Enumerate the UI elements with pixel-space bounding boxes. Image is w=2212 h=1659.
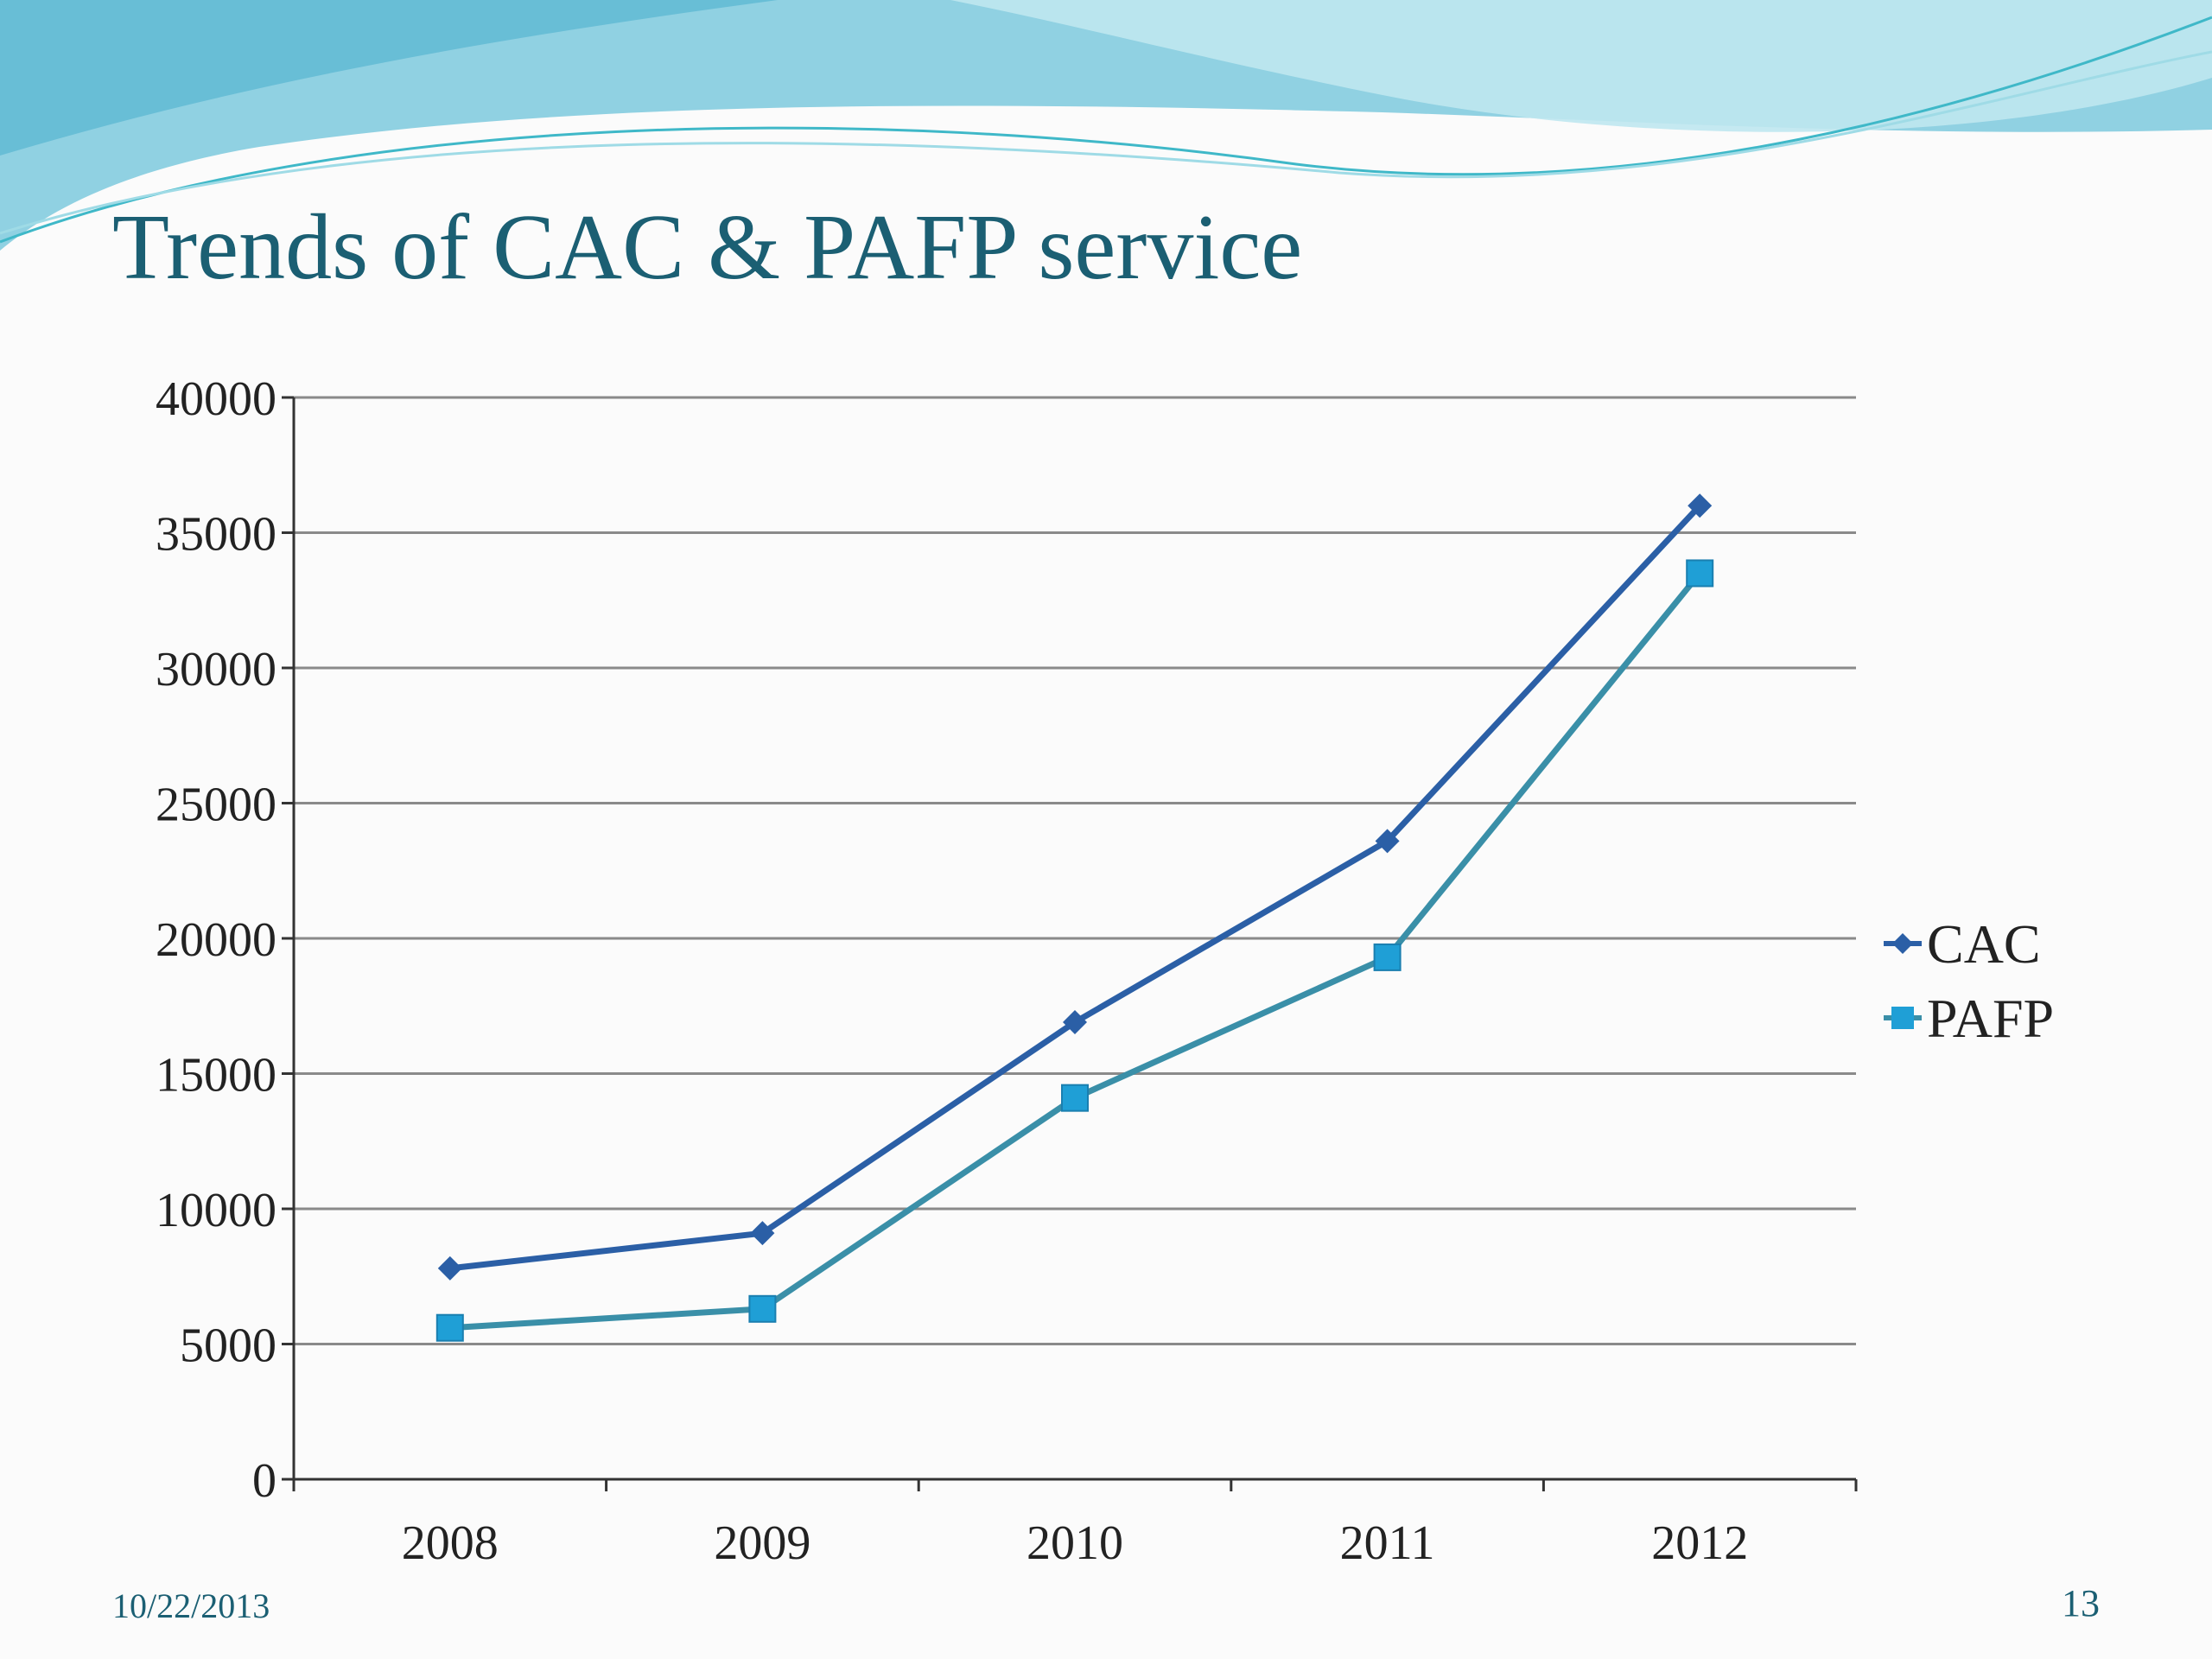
y-tick-label: 15000 <box>156 1049 276 1103</box>
x-tick-label: 2008 <box>402 1516 499 1570</box>
x-tick-label: 2011 <box>1340 1516 1435 1570</box>
footer-date: 10/22/2013 <box>112 1586 270 1625</box>
chart-grid <box>294 396 1856 1345</box>
legend-label: CAC <box>1927 913 2041 975</box>
legend-marker <box>1891 1007 1914 1029</box>
slide-title: Trends of CAC & PAFP service <box>112 196 1303 299</box>
page-number: 13 <box>2062 1582 2100 1624</box>
y-tick-label: 0 <box>252 1454 276 1508</box>
x-tick-label: 2009 <box>714 1516 810 1570</box>
legend-marker <box>1892 933 1913 954</box>
data-point <box>1063 1010 1087 1035</box>
legend-item-cac: CAC <box>1884 913 2041 975</box>
y-tick-label: 25000 <box>156 779 276 832</box>
data-point <box>1061 1084 1089 1112</box>
series-line-cac <box>449 503 1702 1272</box>
series-line-pafp <box>449 571 1702 1332</box>
x-tick-label: 2010 <box>1027 1516 1123 1570</box>
series-pafp <box>435 559 1714 1342</box>
y-axis-tick-labels: 0 5000 10000 15000 20000 25000 30000 35000 40000 <box>156 372 276 1508</box>
series-cac <box>437 493 1713 1281</box>
data-point <box>435 1313 464 1342</box>
y-tick-label: 5000 <box>180 1319 276 1373</box>
chart-axes <box>282 396 1858 1491</box>
x-axis-tick-labels: 2008 2009 2010 2011 2012 <box>402 1516 1748 1570</box>
y-tick-label: 10000 <box>156 1184 276 1237</box>
data-point <box>1375 829 1400 854</box>
data-point <box>748 1294 777 1323</box>
y-tick-label: 20000 <box>156 913 276 967</box>
data-point <box>1373 943 1402 971</box>
y-tick-label: 40000 <box>156 372 276 426</box>
data-point <box>1686 559 1714 588</box>
y-tick-label: 30000 <box>156 643 276 696</box>
legend-item-pafp: PAFP <box>1884 988 2054 1049</box>
legend-label: PAFP <box>1927 988 2054 1049</box>
y-tick-label: 35000 <box>156 508 276 562</box>
chart-series <box>435 493 1714 1342</box>
data-point <box>437 1255 462 1281</box>
chart-legend: CAC PAFP <box>1884 913 2054 1049</box>
header-wave-decoration <box>0 0 2212 251</box>
data-point <box>1688 493 1713 518</box>
x-tick-label: 2012 <box>1651 1516 1748 1570</box>
data-point <box>750 1221 775 1246</box>
